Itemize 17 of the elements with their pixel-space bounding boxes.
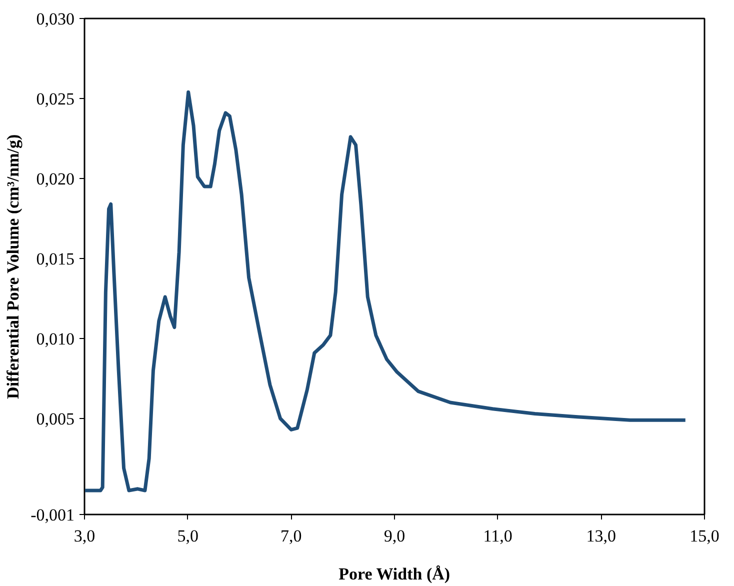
x-tick-label: 11,0 xyxy=(483,526,512,546)
y-axis-title: Differential Pore Volume (cm³/nm/g) xyxy=(4,134,23,399)
y-tick-label: 0,005 xyxy=(36,410,74,428)
y-tick-label: -0,001 xyxy=(30,506,75,524)
x-tick-label: 7,0 xyxy=(280,526,302,546)
y-tick-label: 0,025 xyxy=(36,90,74,108)
x-tick-label: 3,0 xyxy=(74,526,96,546)
x-axis-title: Pore Width (Å) xyxy=(338,564,450,584)
x-tick-label: 13,0 xyxy=(586,526,616,546)
x-tick-label: 15,0 xyxy=(690,526,720,546)
y-tick-label: 0,010 xyxy=(36,330,74,348)
line-series xyxy=(84,90,688,492)
x-tick-label: 9,0 xyxy=(384,526,406,546)
x-tick-label: 5,0 xyxy=(177,526,198,546)
y-tick-label: 0,030 xyxy=(36,10,74,28)
y-tick-label: 0,020 xyxy=(36,170,74,188)
y-tick-label: 0,015 xyxy=(36,250,74,268)
